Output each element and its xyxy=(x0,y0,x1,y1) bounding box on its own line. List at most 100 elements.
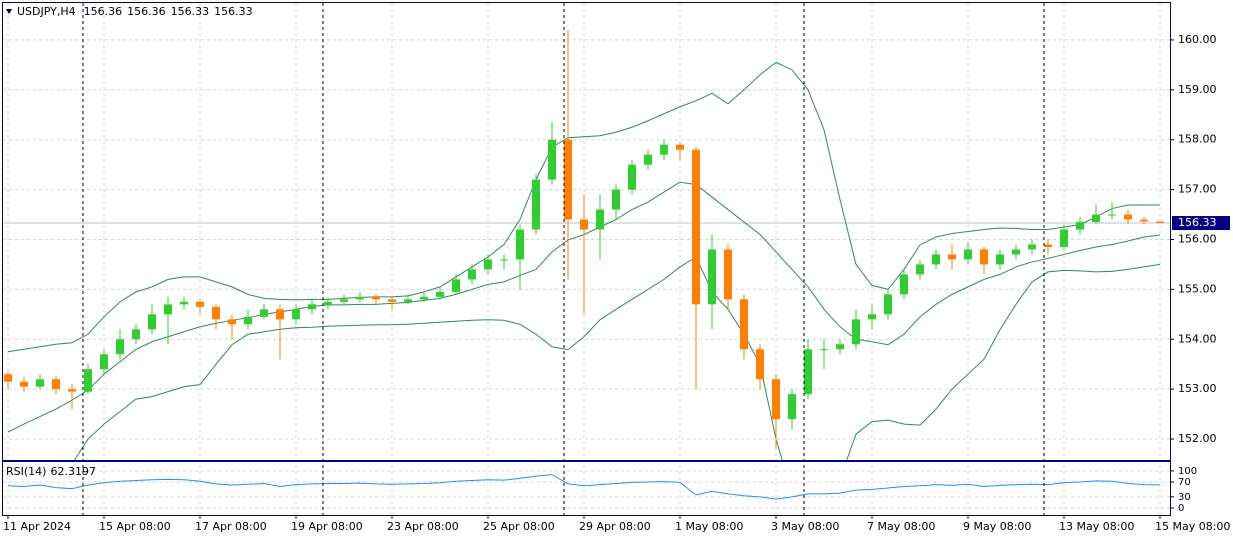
x-tick-label: 15 Apr 08:00 xyxy=(99,520,171,533)
bid-label: 156.33 xyxy=(1178,216,1217,229)
candle-body xyxy=(756,349,764,380)
candle-body xyxy=(452,279,460,292)
candle-body xyxy=(468,269,476,280)
candle-body xyxy=(932,254,940,265)
candle-body xyxy=(1060,229,1068,247)
rsi-y-tick-label: 30 xyxy=(1178,492,1191,503)
candle-body xyxy=(132,329,140,340)
last-close: 156.33 xyxy=(214,5,253,18)
candle-body xyxy=(964,249,972,260)
candle-body xyxy=(1108,214,1116,216)
candle-body xyxy=(436,291,444,297)
x-tick-label: 11 Apr 2024 xyxy=(3,520,71,533)
candle-body xyxy=(580,219,588,230)
last-open: 156.36 xyxy=(84,5,123,18)
y-tick-label: 153.00 xyxy=(1178,382,1217,395)
y-tick-label: 157.00 xyxy=(1178,183,1217,196)
candle-body xyxy=(1044,244,1052,247)
period-separators xyxy=(82,3,1045,515)
candle-body xyxy=(500,259,508,261)
candle-body xyxy=(1124,214,1132,220)
candle-body xyxy=(820,349,828,351)
candle-body xyxy=(36,379,44,387)
x-tick-label: 1 May 08:00 xyxy=(675,520,743,533)
price-plot xyxy=(4,29,1164,460)
rsi-line xyxy=(7,474,1161,500)
candle-body xyxy=(388,299,396,302)
x-tick-label: 23 Apr 08:00 xyxy=(387,520,459,533)
x-tick-label: 25 Apr 08:00 xyxy=(483,520,555,533)
candle-body xyxy=(340,299,348,302)
candle-body xyxy=(292,309,300,320)
candle-body xyxy=(212,306,220,320)
candle-body xyxy=(804,349,812,395)
rsi-header: RSI(14) 62.3197 xyxy=(6,465,96,478)
candle-body xyxy=(740,299,748,350)
bid-label-box xyxy=(1172,216,1230,231)
x-tick-label: 7 May 08:00 xyxy=(867,520,935,533)
candle-body xyxy=(164,304,172,315)
last-high: 156.36 xyxy=(127,5,166,18)
chart-header: USDJPY,H4 156.36 156.36 156.33 156.33 xyxy=(17,5,253,18)
candle-body xyxy=(1028,244,1036,250)
x-tick-label: 15 May 08:00 xyxy=(1155,520,1230,533)
rsi-y-tick-label: 100 xyxy=(1178,466,1197,477)
candle-body xyxy=(996,254,1004,265)
candle-body xyxy=(228,319,236,325)
candle-body xyxy=(308,304,316,310)
rsi-y-tick-label: 70 xyxy=(1178,477,1191,488)
candle-body xyxy=(1076,222,1084,230)
chart-title: USDJPY,H4 xyxy=(17,5,76,18)
candle-body xyxy=(884,294,892,315)
x-tick-label: 3 May 08:00 xyxy=(771,520,839,533)
candle-body xyxy=(836,344,844,350)
candle-body xyxy=(1140,219,1148,222)
y-tick-label: 154.00 xyxy=(1178,332,1217,345)
candle-body xyxy=(1012,249,1020,255)
candle-body xyxy=(644,154,652,165)
candle-body xyxy=(1092,214,1100,223)
rsi-title: RSI(14) xyxy=(6,465,46,478)
x-tick-label: 9 May 08:00 xyxy=(963,520,1031,533)
candle-body xyxy=(564,139,572,220)
x-tick-label: 13 May 08:00 xyxy=(1059,520,1134,533)
candle-body xyxy=(420,296,428,300)
candle-body xyxy=(612,189,620,210)
labels: 152.00 153.00 154.00 155.00 156.00 157.00 158.… xyxy=(3,33,1230,533)
candle-body xyxy=(84,369,92,392)
y-tick-label: 159.00 xyxy=(1178,83,1217,96)
y-tick-label: 160.00 xyxy=(1178,33,1217,46)
rsi-plot xyxy=(7,474,1161,500)
rsi-last-value: 62.3197 xyxy=(50,465,96,478)
candle-body xyxy=(596,209,604,230)
rsi-y-tick-label: 0 xyxy=(1178,503,1184,514)
candle-body xyxy=(260,309,268,317)
grid-layer xyxy=(3,3,1170,515)
candle-body xyxy=(100,354,108,370)
candle-body xyxy=(4,374,12,382)
candle-body xyxy=(148,314,156,330)
bollinger-band xyxy=(73,256,1161,460)
candle-body xyxy=(948,254,956,260)
candle-body xyxy=(868,314,876,320)
y-tick-label: 158.00 xyxy=(1178,133,1217,146)
menu-arrow[interactable] xyxy=(6,9,12,14)
candle-body xyxy=(692,149,700,305)
candle-body xyxy=(276,309,284,320)
candle-body xyxy=(484,259,492,270)
candle-body xyxy=(660,144,668,155)
candle-body xyxy=(772,379,780,420)
y-tick-label: 156.00 xyxy=(1178,232,1217,245)
x-tick-label: 17 Apr 08:00 xyxy=(195,520,267,533)
candle-body xyxy=(372,296,380,300)
candle-body xyxy=(180,301,188,305)
candle-body xyxy=(1156,221,1164,224)
candle-body xyxy=(356,296,364,300)
candle-body xyxy=(788,394,796,420)
candle-body xyxy=(548,139,556,180)
bollinger-band xyxy=(7,61,1160,353)
candle-body xyxy=(116,339,124,355)
last-low: 156.33 xyxy=(171,5,210,18)
candle-body xyxy=(980,249,988,265)
